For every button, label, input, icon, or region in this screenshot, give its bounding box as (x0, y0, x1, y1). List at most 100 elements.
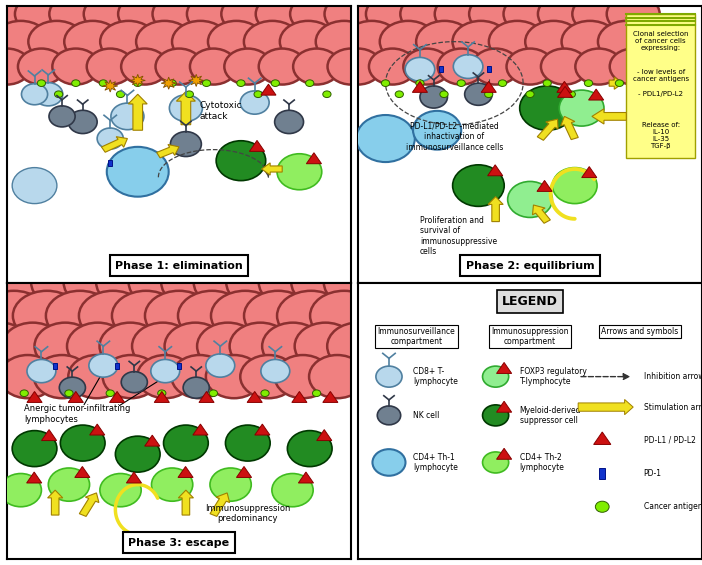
Ellipse shape (262, 323, 324, 370)
Text: CD4+ Th-2
lymphocyte: CD4+ Th-2 lymphocyte (519, 453, 564, 472)
Polygon shape (481, 81, 496, 92)
Ellipse shape (171, 355, 228, 398)
Circle shape (185, 91, 194, 98)
Ellipse shape (472, 49, 519, 85)
Polygon shape (249, 141, 265, 151)
Circle shape (183, 377, 209, 398)
Circle shape (287, 431, 332, 467)
Circle shape (552, 168, 597, 203)
Circle shape (616, 80, 623, 86)
Circle shape (519, 86, 575, 131)
Circle shape (0, 473, 41, 507)
Polygon shape (75, 467, 90, 477)
Ellipse shape (2, 323, 63, 370)
Text: Clonal selection
of cancer cells
expressing:: Clonal selection of cancer cells express… (633, 31, 689, 50)
Circle shape (305, 80, 314, 86)
Ellipse shape (316, 21, 373, 62)
Ellipse shape (0, 323, 31, 370)
Ellipse shape (172, 21, 229, 62)
Circle shape (440, 91, 448, 98)
Polygon shape (68, 392, 84, 402)
Ellipse shape (327, 323, 389, 370)
Circle shape (312, 390, 321, 397)
Circle shape (357, 115, 415, 162)
Text: Cytotoxic
attack: Cytotoxic attack (199, 101, 242, 120)
Polygon shape (557, 81, 572, 92)
Polygon shape (145, 435, 160, 446)
Circle shape (482, 405, 509, 426)
Circle shape (12, 168, 57, 203)
Ellipse shape (309, 355, 366, 398)
Ellipse shape (84, 0, 137, 33)
Circle shape (99, 80, 107, 86)
Circle shape (106, 390, 114, 397)
Circle shape (559, 90, 604, 126)
Ellipse shape (67, 323, 128, 370)
Ellipse shape (369, 49, 416, 85)
Ellipse shape (145, 291, 213, 341)
Ellipse shape (190, 49, 237, 85)
Ellipse shape (18, 49, 65, 85)
Circle shape (117, 91, 125, 98)
Polygon shape (557, 86, 573, 97)
Circle shape (209, 390, 218, 397)
Circle shape (584, 80, 592, 86)
Text: NK cell: NK cell (413, 411, 439, 420)
Ellipse shape (335, 49, 381, 85)
Circle shape (216, 141, 265, 181)
Circle shape (482, 366, 509, 387)
Bar (439, 66, 443, 72)
Ellipse shape (562, 21, 618, 62)
Ellipse shape (503, 0, 557, 33)
FancyArrow shape (561, 116, 578, 140)
Polygon shape (298, 472, 314, 483)
Ellipse shape (291, 258, 359, 307)
Text: PD-1: PD-1 (644, 469, 661, 478)
Ellipse shape (15, 0, 68, 33)
Circle shape (543, 80, 551, 86)
Ellipse shape (259, 258, 327, 307)
Ellipse shape (293, 49, 340, 85)
Polygon shape (594, 432, 611, 445)
Text: Phase 1: elimination: Phase 1: elimination (115, 261, 243, 271)
Circle shape (567, 91, 576, 98)
Circle shape (465, 83, 492, 105)
Ellipse shape (68, 355, 125, 398)
Ellipse shape (274, 355, 331, 398)
FancyArrow shape (262, 163, 282, 175)
Ellipse shape (244, 291, 312, 341)
Polygon shape (412, 81, 428, 92)
Ellipse shape (79, 291, 147, 341)
Circle shape (59, 377, 86, 398)
Circle shape (202, 80, 211, 86)
Polygon shape (126, 472, 142, 483)
Circle shape (413, 111, 461, 150)
Ellipse shape (28, 21, 85, 62)
Polygon shape (178, 467, 193, 477)
Polygon shape (199, 392, 214, 402)
Circle shape (55, 91, 62, 98)
Polygon shape (496, 401, 512, 412)
FancyArrow shape (537, 119, 558, 140)
Circle shape (595, 501, 609, 512)
Ellipse shape (102, 355, 159, 398)
Ellipse shape (152, 0, 206, 33)
Ellipse shape (34, 323, 96, 370)
Ellipse shape (156, 49, 202, 85)
Text: Proliferation and
survival of
immunosuppressive
cells: Proliferation and survival of immunosupp… (420, 216, 497, 257)
Ellipse shape (331, 0, 385, 33)
Ellipse shape (49, 0, 102, 33)
Polygon shape (41, 429, 57, 441)
FancyArrow shape (210, 493, 230, 516)
Ellipse shape (0, 355, 56, 398)
Ellipse shape (187, 0, 240, 33)
Ellipse shape (541, 49, 588, 85)
Polygon shape (90, 424, 105, 435)
Ellipse shape (469, 0, 522, 33)
Circle shape (12, 431, 57, 467)
Ellipse shape (197, 323, 258, 370)
Ellipse shape (328, 49, 374, 85)
Ellipse shape (96, 258, 164, 307)
Ellipse shape (324, 0, 378, 33)
Circle shape (100, 473, 141, 507)
